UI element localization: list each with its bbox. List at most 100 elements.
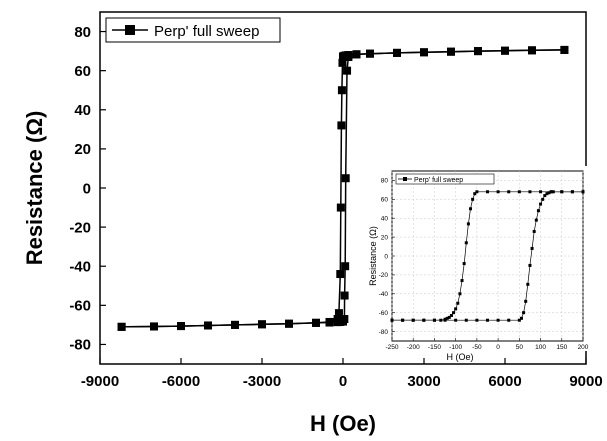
main-data-point [341, 262, 350, 271]
inset-legend-label: Perp' full sweep [414, 177, 463, 184]
main-data-point [333, 315, 342, 324]
inset-y-tick-label: 0 [384, 253, 388, 260]
main-y-tick-label: 0 [83, 180, 91, 197]
inset-data-point [486, 190, 489, 194]
inset-data-point [462, 262, 466, 266]
inset-data-point [539, 190, 543, 194]
main-data-point [339, 52, 347, 61]
inset-data-point [469, 207, 473, 211]
main-x-tick-label: 3000 [407, 373, 440, 390]
inset-data-point [532, 229, 536, 233]
main-data-point [501, 46, 509, 55]
main-chart: -9000 -6000 -3000 0 3000 60 0 0 9000 -80 -60 -40 -2… [22, 11, 603, 436]
main-y-tick-label: -20 [69, 219, 91, 236]
inset-data-point [507, 318, 511, 322]
inset-legend-marker [403, 177, 407, 181]
main-data-point [340, 291, 349, 300]
inset-data-point [447, 315, 451, 319]
inset-y-tick-label: 80 [381, 178, 389, 185]
main-x-tick-label: -6000 [162, 373, 200, 390]
inset-data-point [464, 318, 468, 322]
inset-data-point [519, 316, 523, 320]
inset-data-point [539, 202, 543, 206]
main-data-point [204, 321, 212, 330]
inset-x-tick-label: 0 [496, 344, 500, 351]
inset-data-point [534, 218, 538, 222]
inset-data-point [458, 292, 462, 296]
inset-x-tick-label: -50 [472, 344, 482, 351]
main-data-point [393, 48, 401, 57]
main-y-tick-label: 60 [74, 63, 91, 80]
inset-data-point [528, 190, 532, 194]
inset-grid [391, 171, 584, 341]
inset-x-tick-label: -150 [428, 344, 441, 351]
inset-y-tick-label: -80 [379, 329, 389, 336]
inset-x-tick-label: 50 [516, 344, 524, 351]
main-data-point [343, 66, 352, 75]
inset-data-point [422, 318, 426, 322]
inset-data-point [517, 318, 521, 322]
main-x-tick-label: -3000 [243, 373, 281, 390]
inset-y-tick-label: 60 [381, 197, 389, 204]
main-data-point [177, 322, 185, 331]
main-y-tick-label: 80 [74, 24, 91, 41]
inset-data-point [454, 307, 458, 311]
main-data-point [447, 47, 455, 56]
inset-x-axis-ticks: -250 -200 -150 -100 -50 0 50 100 150 200 [385, 338, 589, 351]
inset-x-axis-label: H (Oe) [447, 352, 474, 362]
main-legend-marker [125, 25, 135, 35]
inset-data-point [432, 318, 436, 322]
inset-y-tick-label: -40 [379, 291, 389, 298]
inset-y-axis-label: Resistance (Ω) [368, 226, 378, 286]
main-legend: Perp' full sweep [105, 17, 281, 43]
main-x-axis-ticks: -9000 -6000 -3000 0 3000 6000 9000 [81, 358, 603, 390]
main-data-point [420, 48, 428, 57]
main-x-tick-label: -9000 [81, 373, 119, 390]
inset-legend-box [395, 173, 495, 185]
inset-data-point [522, 311, 526, 315]
main-x-axis-label: H (Oe) [310, 411, 376, 436]
main-data-point [528, 46, 536, 55]
inset-data-point [560, 190, 564, 194]
inset-y-tick-label: 20 [381, 234, 389, 241]
inset-x-tick-label: -200 [407, 344, 420, 351]
inset-data-point [475, 318, 479, 322]
main-data-point [312, 318, 320, 327]
main-data-point [474, 47, 482, 56]
main-y-tick-label: -80 [69, 337, 91, 354]
main-series-group [117, 45, 569, 331]
main-data-point [258, 320, 266, 329]
inset-data-point [454, 318, 458, 322]
inset-x-tick-label: -100 [449, 344, 462, 351]
main-y-tick-label: 40 [74, 102, 91, 119]
main-data-point [231, 320, 239, 329]
inset-data-point [452, 311, 456, 315]
inset-data-point [528, 263, 532, 267]
main-data-point [150, 322, 158, 331]
inset-data-point [496, 318, 500, 322]
inset-data-point [543, 194, 547, 198]
inset-y-axis-ticks: -80 -60 -40 -20 0 20 40 60 80 [379, 178, 395, 336]
inset-data-point [570, 190, 574, 194]
inset-chart: -250 -200 -150 -100 -50 0 50 100 150 200 -80-60-4… [367, 166, 589, 362]
main-x-tick-label: 0 [339, 373, 347, 390]
main-y-tick-label: -60 [69, 298, 91, 315]
inset-x-tick-label: 150 [556, 344, 567, 351]
inset-data-point [524, 299, 528, 303]
inset-x-tick-label: 100 [535, 344, 546, 351]
inset-data-point [526, 282, 530, 286]
inset-data-point [439, 318, 443, 322]
inset-data-point [466, 222, 470, 226]
inset-data-point [507, 190, 511, 194]
inset-x-tick-label: 200 [578, 344, 589, 351]
inset-data-point [547, 191, 551, 195]
main-data-point [337, 121, 346, 130]
inset-legend: Perp' full sweep [395, 173, 495, 185]
inset-data-point [449, 314, 453, 317]
main-data-point [117, 322, 126, 331]
main-data-point [341, 174, 350, 183]
main-x-tick-label: 9000 [569, 373, 602, 390]
main-data-point [352, 50, 361, 59]
main-data-point [285, 319, 293, 328]
inset-data-point [545, 192, 549, 196]
